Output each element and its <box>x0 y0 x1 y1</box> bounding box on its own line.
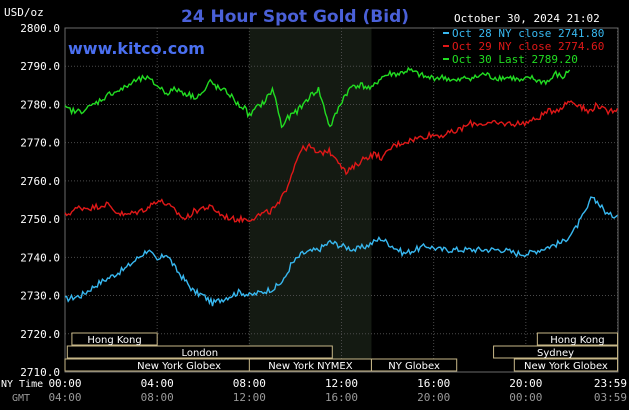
x-tick-label-gmt: 04:00 <box>48 391 81 404</box>
x-tick-label-ny: 00:00 <box>48 377 81 390</box>
y-tick-label: 2710.0 <box>20 366 60 379</box>
session-label: New York NYMEX <box>268 361 353 372</box>
session-layer: Hong Kong Hong Kong London Sydney New York G… <box>64 332 619 372</box>
x-tick-label-ny: 12:00 <box>325 377 358 390</box>
x-tick-label-gmt: 16:00 <box>325 391 358 404</box>
source-label: www.kitco.com <box>68 39 205 58</box>
axis-layer: 2800.0 2790.0 2780.0 2770.0 2760.0 2750.0 2740… <box>20 22 627 404</box>
date-label: October 30, 2024 21:02 <box>454 12 600 25</box>
y-tick-label: 2790.0 <box>20 60 60 73</box>
x-tick-label-ny: 08:00 <box>233 377 266 390</box>
series-line <box>64 196 618 307</box>
session-label: Sydney <box>537 348 574 359</box>
session-label: Hong Kong <box>550 335 604 346</box>
y-tick-label: 2760.0 <box>20 175 60 188</box>
x-tz-secondary-label: GMT <box>12 393 30 404</box>
y-unit-label: USD/oz <box>4 6 44 19</box>
plot-frame <box>64 27 619 373</box>
session-box <box>66 345 333 359</box>
y-tick-label: 2720.0 <box>20 328 60 341</box>
series-line <box>64 100 619 224</box>
y-tick-label: 2750.0 <box>20 213 60 226</box>
session-box <box>71 332 158 346</box>
y-tick-label: 2740.0 <box>20 251 60 264</box>
x-tick-label-ny: 23:59 <box>594 377 627 390</box>
y-tick-label: 2730.0 <box>20 290 60 303</box>
session-box <box>370 358 458 372</box>
session-label: New York Globex <box>524 361 608 372</box>
session-label: Hong Kong <box>87 335 141 346</box>
y-tick-label: 2770.0 <box>20 137 60 150</box>
session-label: London <box>181 348 218 359</box>
chart-title: 24 Hour Spot Gold (Bid) <box>181 7 409 27</box>
x-tick-label-gmt: 12:00 <box>233 391 266 404</box>
y-tick-label: 2780.0 <box>20 98 60 111</box>
session-label: New York Globex <box>137 361 221 372</box>
x-tick-label-ny: 20:00 <box>509 377 542 390</box>
session-box <box>493 345 619 359</box>
x-tick-label-gmt: 20:00 <box>417 391 450 404</box>
session-label: NY Globex <box>388 361 440 372</box>
session-box <box>536 332 619 346</box>
x-tick-label-gmt: 00:00 <box>509 391 542 404</box>
session-box <box>513 358 619 372</box>
legend-label: Oct 29 NY close 2774.60 <box>452 40 604 53</box>
series-line <box>64 66 571 129</box>
x-tick-label-ny: 16:00 <box>417 377 450 390</box>
legend-label: Oct 30 Last 2789.20 <box>452 53 578 66</box>
x-tz-primary-label: NY Time <box>1 379 43 390</box>
x-tick-label-gmt: 08:00 <box>141 391 174 404</box>
legend-label: Oct 28 NY close 2741.80 <box>452 27 604 40</box>
session-highlight-band <box>249 28 372 372</box>
series-layer <box>64 66 619 307</box>
y-tick-label: 2800.0 <box>20 22 60 35</box>
x-tick-label-gmt: 03:59 <box>594 391 627 404</box>
x-tick-label-ny: 04:00 <box>141 377 174 390</box>
grid-layer <box>64 27 619 373</box>
